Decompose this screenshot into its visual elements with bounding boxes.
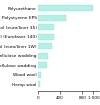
Bar xyxy=(38,53,48,59)
Bar xyxy=(38,43,52,49)
Bar xyxy=(38,24,54,30)
Bar xyxy=(38,72,41,78)
Bar xyxy=(38,15,66,21)
Bar xyxy=(38,81,40,87)
Bar xyxy=(38,34,54,40)
Bar xyxy=(38,5,94,11)
Bar xyxy=(38,62,47,68)
